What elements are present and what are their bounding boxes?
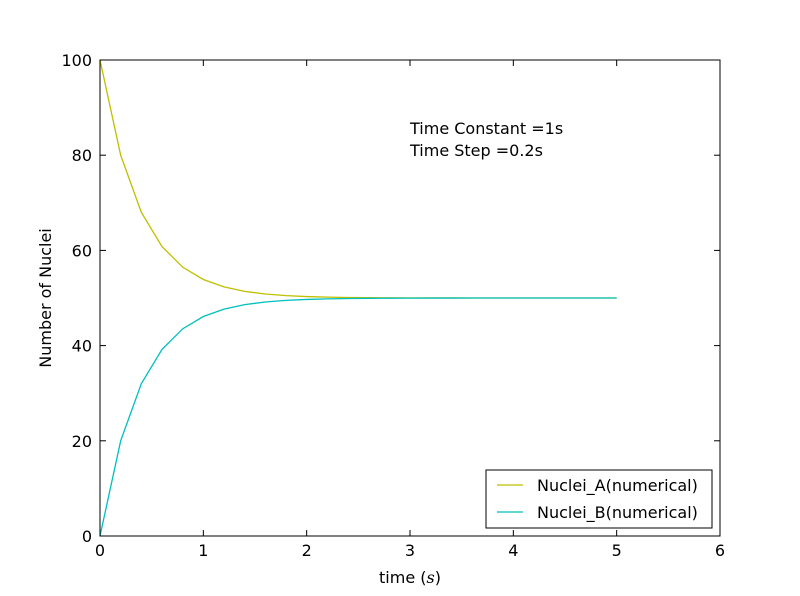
x-tick-label: 1 — [198, 541, 208, 560]
x-tick-label: 0 — [95, 541, 105, 560]
legend-frame — [485, 469, 713, 529]
y-tick-label: 20 — [72, 432, 92, 451]
x-tick-label: 3 — [405, 541, 415, 560]
x-tick-label: 6 — [715, 541, 725, 560]
y-tick-label: 40 — [72, 337, 92, 356]
legend-label-nuclei-a: Nuclei_A(numerical) — [537, 476, 698, 496]
x-axis-label-paren-open: ( — [420, 568, 426, 587]
x-tick-label: 5 — [612, 541, 622, 560]
y-tick-label: 0 — [82, 527, 92, 546]
legend: Nuclei_A(numerical) Nuclei_B(numerical) — [485, 469, 713, 529]
annotation-time-step: Time Step =0.2s — [409, 141, 543, 160]
x-tick-label: 4 — [508, 541, 518, 560]
x-tick-label: 2 — [302, 541, 312, 560]
x-axis-label-unit: s — [427, 568, 435, 587]
x-axis-label: time (s) — [379, 568, 441, 587]
annotation-time-constant: Time Constant =1s — [409, 119, 563, 138]
series-line-nuclei-b — [99, 297, 617, 537]
y-tick-label: 80 — [72, 146, 92, 165]
y-axis-label: Number of Nuclei — [36, 228, 55, 368]
y-tick-label: 60 — [72, 241, 92, 260]
x-axis-label-paren-close: ) — [435, 568, 441, 587]
y-tick-label: 100 — [61, 51, 92, 70]
legend-label-nuclei-b: Nuclei_B(numerical) — [537, 503, 698, 523]
series-layer — [99, 59, 617, 537]
x-axis-label-text: time — [379, 568, 420, 587]
